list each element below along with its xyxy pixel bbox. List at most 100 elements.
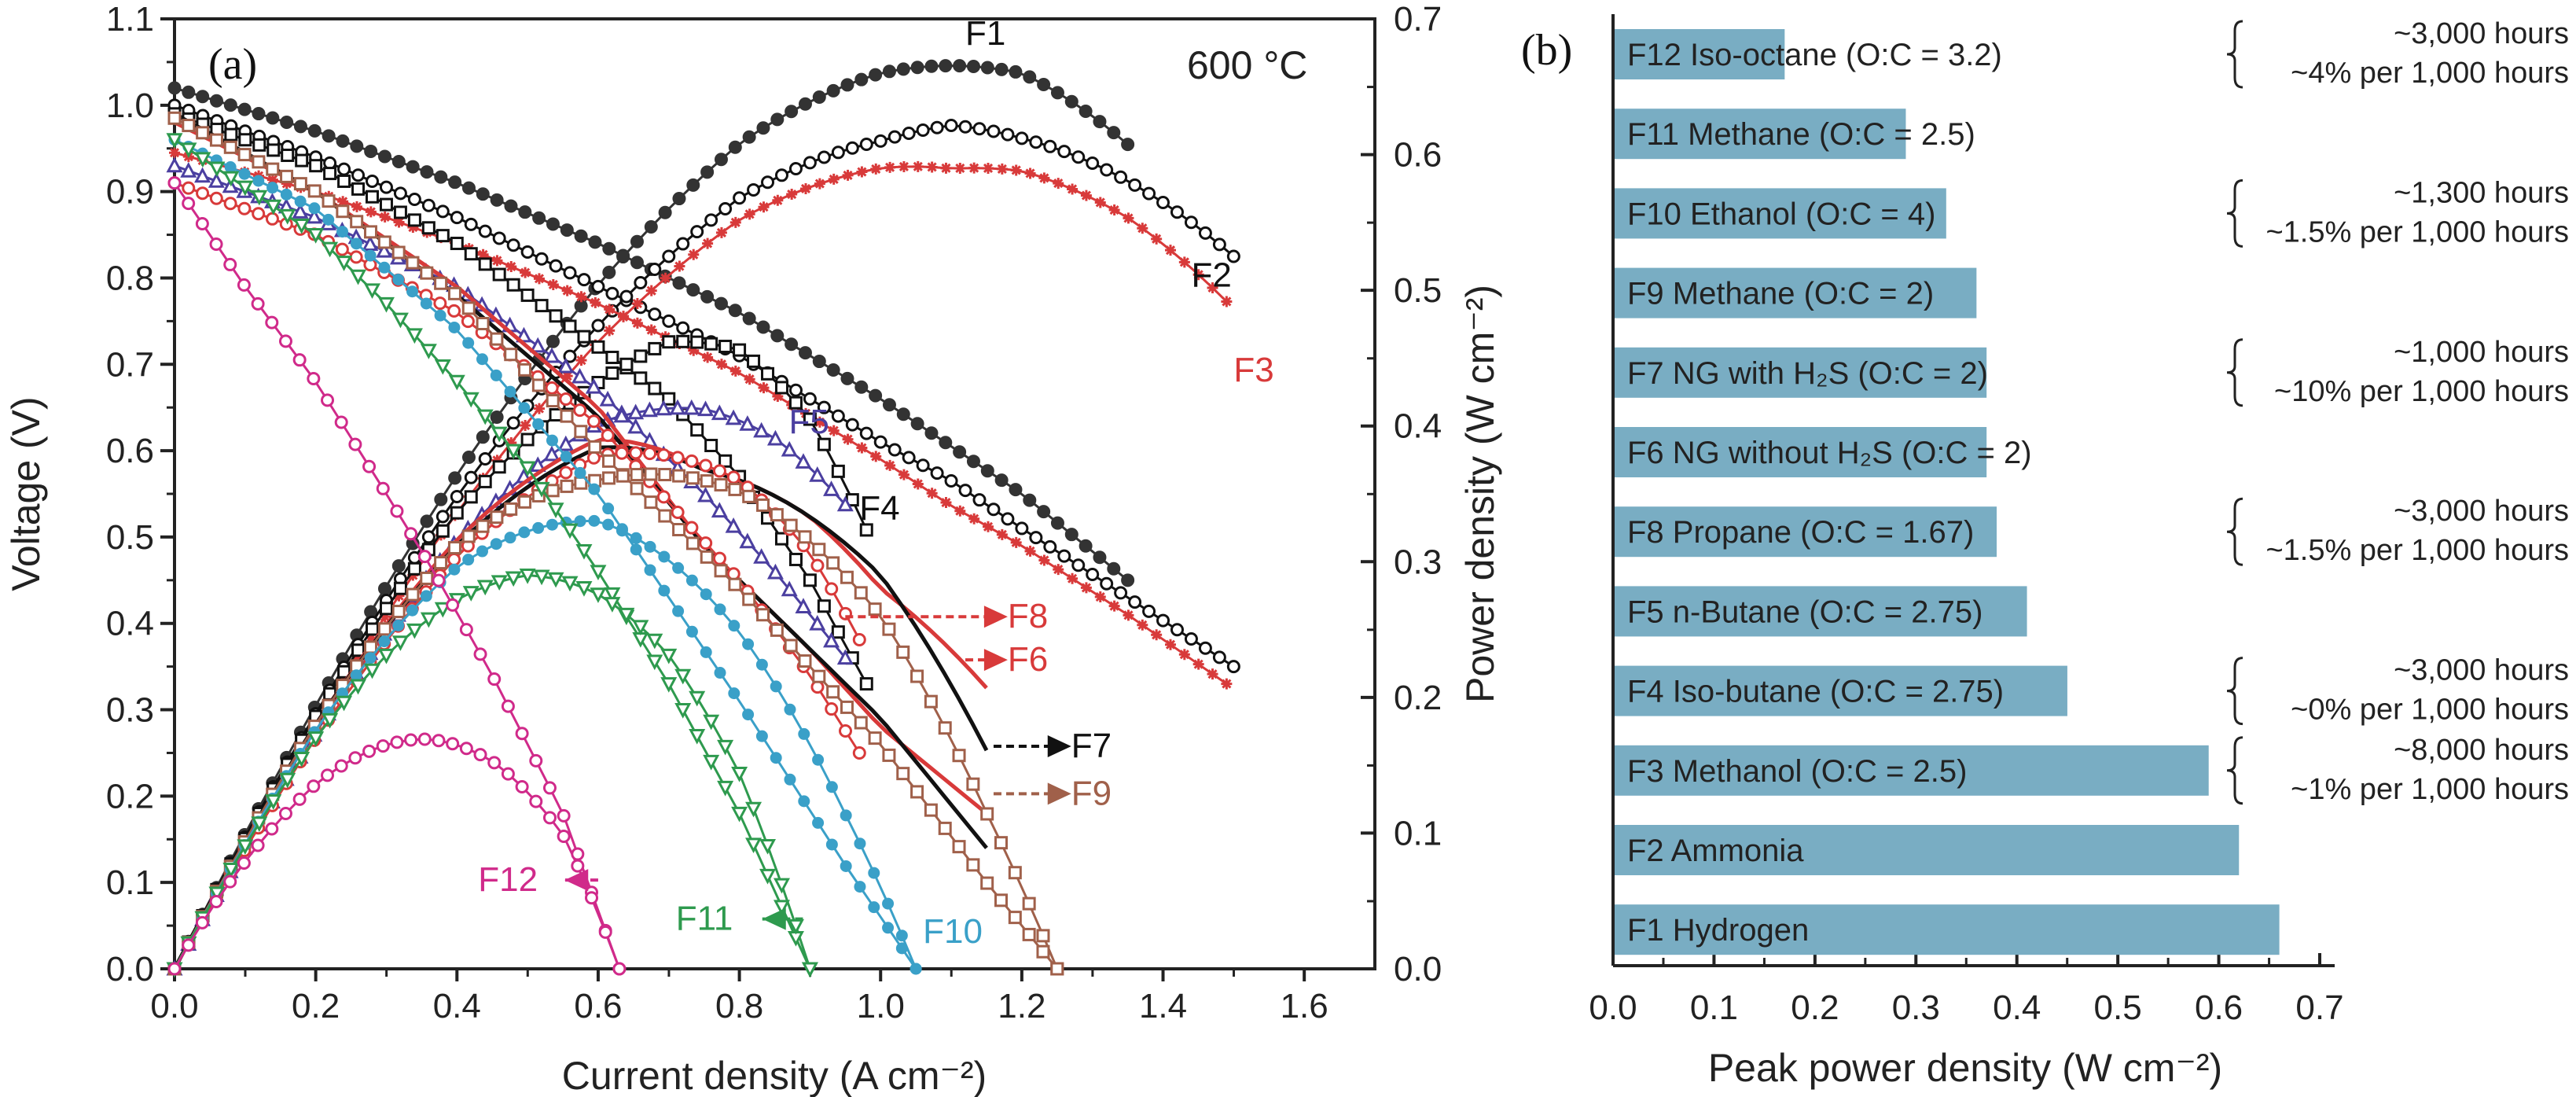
voltage-point	[392, 274, 405, 286]
voltage-point	[532, 418, 545, 430]
power-point	[869, 68, 883, 82]
voltage-point	[868, 731, 882, 745]
voltage-point	[812, 816, 825, 829]
power-point	[379, 611, 391, 623]
power-point	[616, 469, 630, 483]
voltage-point	[686, 283, 700, 297]
y-tick-label: 0.6	[106, 432, 154, 470]
voltage-point	[938, 821, 952, 835]
voltage-point	[337, 174, 351, 188]
power-point	[529, 456, 546, 473]
voltage-point	[930, 466, 944, 480]
power-point	[800, 182, 812, 194]
power-point	[873, 134, 887, 148]
voltage-point	[577, 273, 591, 287]
stability-hours: ~3,000 hours	[2394, 495, 2569, 528]
voltage-point	[586, 414, 601, 429]
voltage-point	[1121, 573, 1135, 587]
degradation-rate: ~1% per 1,000 hours	[2291, 773, 2569, 806]
power-point	[376, 739, 390, 753]
voltage-point	[711, 502, 728, 518]
brace-icon	[2226, 497, 2243, 566]
power-point	[845, 141, 859, 155]
power-point	[926, 161, 938, 173]
voltage-point	[910, 785, 924, 799]
power-point	[817, 437, 831, 451]
power-point	[1107, 126, 1121, 140]
voltage-point	[699, 536, 713, 550]
voltage-point	[868, 901, 880, 914]
power-point	[733, 343, 747, 357]
voltage-point	[966, 858, 980, 872]
y-tick-label: 0.3	[106, 691, 154, 730]
power-point	[604, 597, 621, 613]
power-point	[798, 727, 810, 740]
series-f9	[167, 111, 1064, 976]
voltage-point	[546, 394, 560, 408]
voltage-point	[601, 454, 616, 468]
voltage-point	[704, 439, 718, 453]
voltage-point	[823, 631, 840, 648]
voltage-point	[770, 329, 785, 343]
power-point	[994, 836, 1009, 850]
brace-icon	[2226, 338, 2243, 407]
power-point	[461, 529, 476, 543]
power-point	[712, 464, 726, 478]
power-point	[560, 479, 574, 493]
voltage-point	[476, 317, 490, 331]
bar-label: F6 NG without H₂S (O:C = 2)	[1627, 436, 2032, 470]
power-point	[634, 276, 648, 290]
voltage-point	[798, 346, 812, 360]
voltage-point	[599, 390, 616, 407]
power-point	[686, 178, 700, 192]
power-point	[854, 72, 869, 87]
series-label-f6: F6	[1008, 640, 1048, 679]
power-point	[896, 645, 910, 659]
voltage-point	[279, 208, 296, 225]
power-point	[868, 602, 882, 617]
power-point	[379, 602, 393, 616]
power-point	[435, 510, 450, 524]
voltage-point	[939, 436, 953, 450]
voltage-point	[542, 781, 557, 795]
voltage-point	[533, 273, 545, 285]
voltage-point	[742, 592, 756, 606]
voltage-point	[237, 148, 252, 162]
power-point	[571, 859, 585, 873]
voltage-point	[809, 614, 826, 631]
voltage-point	[280, 188, 292, 201]
voltage-point	[1080, 582, 1092, 594]
voltage-point	[350, 139, 364, 153]
voltage-point	[577, 329, 591, 344]
voltage-point	[1009, 483, 1023, 497]
power-point	[770, 680, 782, 693]
voltage-point	[773, 900, 790, 916]
voltage-point	[952, 840, 966, 854]
power-point	[688, 248, 700, 260]
voltage-point	[407, 213, 421, 227]
voltage-point	[505, 444, 522, 460]
power-point	[618, 607, 635, 624]
voltage-point	[672, 276, 686, 290]
voltage-point	[953, 445, 967, 459]
voltage-point	[873, 435, 887, 449]
power-point	[420, 514, 434, 528]
temperature-annotation: 600 °C	[1187, 43, 1307, 87]
power-point	[882, 64, 896, 79]
series-label-f3: F3	[1233, 351, 1273, 389]
voltage-point	[266, 182, 279, 194]
power-point	[958, 120, 972, 134]
voltage-point	[561, 523, 579, 539]
power-point	[492, 460, 506, 474]
voltage-point	[882, 748, 896, 762]
voltage-point	[968, 513, 980, 525]
power-point	[348, 751, 362, 765]
power-point	[377, 622, 391, 636]
power-point	[223, 874, 237, 889]
power-point	[542, 811, 557, 825]
power-point	[487, 756, 502, 770]
voltage-point	[676, 321, 690, 335]
bar-label: F2 Ammonia	[1627, 834, 1804, 868]
power-point	[774, 381, 788, 395]
power-point	[644, 219, 658, 234]
